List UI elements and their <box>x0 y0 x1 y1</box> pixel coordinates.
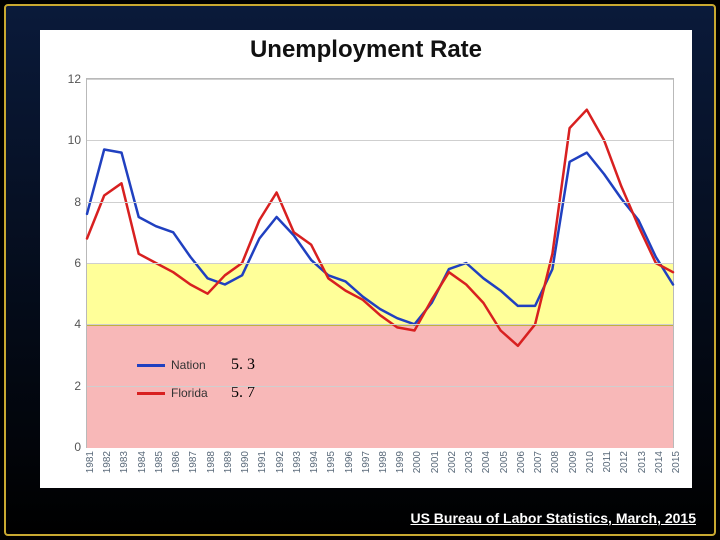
legend-item-nation: Nation 5. 3 <box>137 351 255 379</box>
x-tick-label: 2010 <box>585 451 596 473</box>
x-tick-label: 2011 <box>602 451 613 473</box>
x-tick-label: 1997 <box>361 451 372 473</box>
x-tick-label: 2007 <box>533 451 544 473</box>
x-tick-label: 1989 <box>223 451 234 473</box>
y-tick-label: 6 <box>57 256 81 270</box>
x-tick-label: 2008 <box>550 451 561 473</box>
legend-label-florida: Florida <box>171 386 219 400</box>
x-tick-label: 2004 <box>481 451 492 473</box>
gridline <box>87 386 673 387</box>
x-tick-label: 1983 <box>119 451 130 473</box>
x-tick-label: 1985 <box>154 451 165 473</box>
x-tick-label: 2012 <box>619 451 630 473</box>
gridline <box>87 324 673 325</box>
y-tick-label: 12 <box>57 72 81 86</box>
chart-card: Unemployment Rate Nation 5. 3 Florida 5.… <box>40 30 692 488</box>
legend-swatch-nation <box>137 364 165 367</box>
x-tick-label: 1982 <box>102 451 113 473</box>
gridline <box>87 202 673 203</box>
legend-value-florida: 5. 7 <box>231 384 255 402</box>
legend: Nation 5. 3 Florida 5. 7 <box>137 351 255 407</box>
x-tick-label: 2014 <box>654 451 665 473</box>
plot-area: Nation 5. 3 Florida 5. 7 024681012198119… <box>86 78 674 448</box>
x-tick-label: 2006 <box>516 451 527 473</box>
y-tick-label: 2 <box>57 379 81 393</box>
x-tick-label: 1991 <box>257 451 268 473</box>
x-tick-label: 2000 <box>412 451 423 473</box>
gridline <box>87 263 673 264</box>
x-tick-label: 1992 <box>275 451 286 473</box>
legend-swatch-florida <box>137 392 165 395</box>
legend-value-nation: 5. 3 <box>231 356 255 374</box>
x-tick-label: 1996 <box>344 451 355 473</box>
x-tick-label: 1993 <box>292 451 303 473</box>
x-tick-label: 2003 <box>464 451 475 473</box>
series-nation <box>87 150 673 325</box>
x-tick-label: 1994 <box>309 451 320 473</box>
gridline <box>87 79 673 80</box>
legend-label-nation: Nation <box>171 358 219 372</box>
x-tick-label: 1981 <box>85 451 96 473</box>
gridline <box>87 140 673 141</box>
slide-frame: Unemployment Rate Nation 5. 3 Florida 5.… <box>4 4 716 536</box>
x-tick-label: 1987 <box>188 451 199 473</box>
x-tick-label: 1998 <box>378 451 389 473</box>
y-tick-label: 0 <box>57 440 81 454</box>
legend-item-florida: Florida 5. 7 <box>137 379 255 407</box>
x-tick-label: 1990 <box>240 451 251 473</box>
x-tick-label: 1999 <box>395 451 406 473</box>
x-tick-label: 2015 <box>671 451 682 473</box>
x-tick-label: 1995 <box>326 451 337 473</box>
x-tick-label: 1986 <box>171 451 182 473</box>
y-tick-label: 8 <box>57 195 81 209</box>
x-tick-label: 2009 <box>568 451 579 473</box>
chart-title: Unemployment Rate <box>40 36 692 64</box>
y-tick-label: 10 <box>57 133 81 147</box>
source-note: US Bureau of Labor Statistics, March, 20… <box>410 510 696 526</box>
y-tick-label: 4 <box>57 317 81 331</box>
x-tick-label: 2001 <box>430 451 441 473</box>
x-tick-label: 2002 <box>447 451 458 473</box>
x-tick-label: 2005 <box>499 451 510 473</box>
x-tick-label: 1988 <box>206 451 217 473</box>
x-tick-label: 2013 <box>637 451 648 473</box>
x-tick-label: 1984 <box>137 451 148 473</box>
